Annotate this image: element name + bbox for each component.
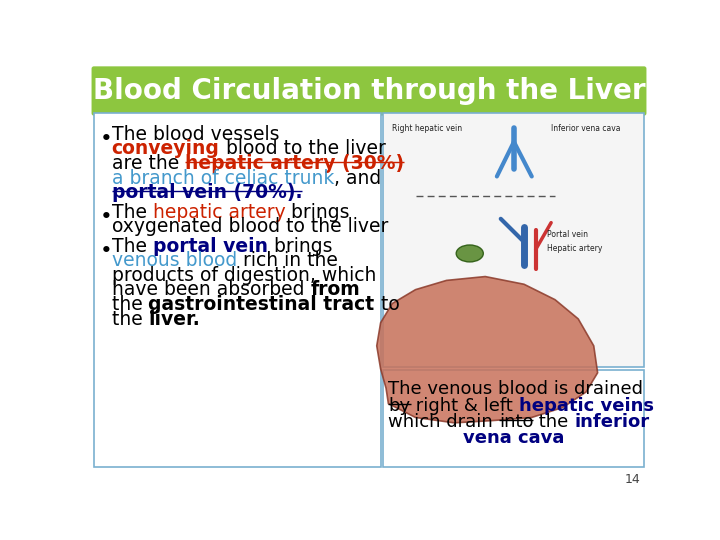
Text: portal vein (70%).: portal vein (70%). [112,184,302,202]
Text: vena cava: vena cava [463,429,564,447]
Bar [94,113,381,467]
Text: brings: brings [268,237,332,255]
Text: Inferior vena cava: Inferior vena cava [551,124,621,133]
Bar [383,113,644,367]
Text: which drain: which drain [388,413,499,431]
Text: by: by [388,397,410,415]
Text: into: into [499,413,534,431]
Text: from: from [310,280,360,299]
Text: Right hepatic vein: Right hepatic vein [392,124,462,133]
Text: are the: are the [112,154,185,173]
Text: liver.: liver. [148,309,200,329]
Bar [383,370,644,467]
Text: oxygenated blood to the liver: oxygenated blood to the liver [112,217,388,237]
Text: •: • [99,241,112,261]
Text: the: the [112,309,148,329]
Text: the: the [112,295,148,314]
Text: brings: brings [285,202,350,221]
Text: gastrointestinal tract: gastrointestinal tract [148,295,374,314]
Ellipse shape [456,245,483,262]
Text: The venous blood is drained: The venous blood is drained [388,381,644,399]
Text: •: • [99,130,112,150]
Text: Blood Circulation through the Liver: Blood Circulation through the Liver [93,77,645,105]
Text: rich in the: rich in the [237,251,338,270]
Text: right & left: right & left [410,397,519,415]
Text: Hepatic artery: Hepatic artery [547,244,603,253]
Text: hepatic veins: hepatic veins [519,397,654,415]
Text: , and: , and [334,168,382,188]
Text: hepatic artery: hepatic artery [153,202,285,221]
Text: The blood vessels: The blood vessels [112,125,279,144]
FancyBboxPatch shape [91,66,647,116]
Text: a branch of celiac trunk: a branch of celiac trunk [112,168,334,188]
Polygon shape [377,276,598,423]
Text: The: The [112,202,153,221]
Text: have been absorbed: have been absorbed [112,280,310,299]
Text: Portal vein: Portal vein [547,230,588,239]
Text: inferior: inferior [575,413,649,431]
Text: The: The [112,237,153,255]
Text: products of digestion, which: products of digestion, which [112,266,376,285]
Text: the: the [534,413,575,431]
Text: blood to the liver: blood to the liver [220,139,385,159]
Text: •: • [99,207,112,227]
Text: venous blood: venous blood [112,251,237,270]
Text: 14: 14 [624,473,640,486]
Text: conveying: conveying [112,139,220,159]
Text: to: to [374,295,400,314]
Text: portal vein: portal vein [153,237,268,255]
Text: hepatic artery (30%): hepatic artery (30%) [185,154,404,173]
